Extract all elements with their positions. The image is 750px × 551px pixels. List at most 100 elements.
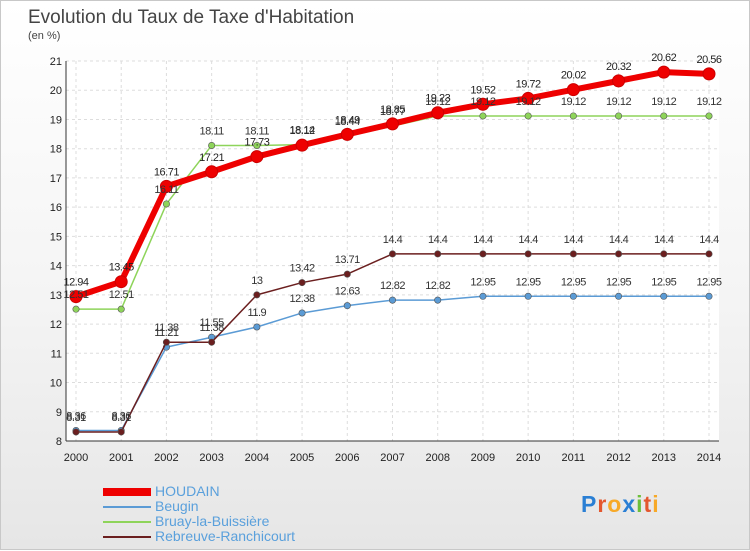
data-point — [343, 270, 351, 278]
data-label: 20.62 — [651, 52, 676, 64]
legend-swatch — [103, 521, 151, 523]
data-point — [162, 200, 170, 208]
x-tick-label: 2011 — [562, 452, 586, 464]
data-label: 14.4 — [699, 234, 719, 246]
x-tick-label: 2006 — [335, 452, 359, 464]
x-tick-label: 2012 — [606, 452, 630, 464]
data-label: 12.82 — [380, 280, 405, 292]
data-label: 13.45 — [109, 262, 134, 274]
x-tick-label: 2014 — [697, 452, 721, 464]
data-label: 18.11 — [200, 125, 225, 137]
data-point — [476, 97, 490, 111]
y-tick-label: 14 — [50, 261, 62, 273]
data-label: 18.49 — [335, 114, 360, 126]
data-point — [660, 112, 668, 120]
data-point — [566, 83, 580, 97]
x-tick-label: 2005 — [290, 452, 314, 464]
data-label: 11.38 — [200, 322, 225, 334]
y-tick-label: 11 — [51, 348, 62, 360]
data-label: 11.21 — [154, 327, 179, 339]
data-label: 13 — [251, 275, 263, 287]
data-label: 14.4 — [383, 234, 403, 246]
data-label: 14.4 — [518, 234, 538, 246]
data-label: 19.12 — [651, 96, 676, 108]
data-point — [569, 292, 577, 300]
data-label: 12.95 — [470, 276, 495, 288]
legend-label: HOUDAIN — [155, 483, 220, 499]
data-label: 14.4 — [473, 234, 493, 246]
data-point — [253, 291, 261, 299]
data-label: 11.38 — [154, 322, 179, 334]
y-tick-label: 21 — [50, 56, 62, 68]
data-label: 14.4 — [564, 234, 584, 246]
data-label: 19.12 — [470, 96, 495, 108]
data-point — [208, 141, 216, 149]
legend-label: Bruay-la-Buissière — [155, 513, 270, 529]
y-tick-label: 16 — [50, 202, 62, 214]
data-label: 12.95 — [606, 276, 631, 288]
legend-swatch — [103, 536, 151, 538]
data-point — [657, 65, 671, 79]
y-tick-label: 18 — [50, 144, 62, 156]
data-point — [343, 302, 351, 310]
x-tick-label: 2004 — [245, 452, 269, 464]
x-tick-label: 2010 — [516, 452, 540, 464]
data-point — [388, 250, 396, 258]
data-point — [524, 250, 532, 258]
data-label: 19.23 — [425, 93, 450, 105]
data-label: 12.95 — [696, 276, 721, 288]
data-point — [386, 117, 399, 131]
data-point — [434, 250, 442, 258]
data-label: 13.71 — [335, 254, 360, 266]
data-point — [705, 112, 713, 120]
data-label: 19.12 — [516, 96, 541, 108]
data-point — [660, 292, 668, 300]
x-tick-label: 2002 — [154, 452, 178, 464]
data-label: 14.4 — [428, 234, 448, 246]
data-point — [295, 138, 309, 152]
data-label: 16.11 — [154, 184, 179, 196]
data-label: 19.52 — [470, 84, 495, 96]
y-tick-label: 12 — [50, 319, 62, 331]
data-point — [615, 250, 623, 258]
data-point — [117, 305, 125, 313]
data-point — [114, 275, 128, 289]
legend-label: Beugin — [155, 498, 199, 514]
data-point — [612, 74, 626, 88]
data-point — [702, 67, 716, 81]
data-point — [524, 112, 532, 120]
data-label: 19.12 — [606, 96, 631, 108]
data-label: 18.85 — [380, 104, 405, 116]
data-label: 18.12 — [290, 125, 315, 137]
data-label: 8.31 — [112, 412, 132, 424]
data-label: 16.71 — [154, 166, 179, 178]
data-label: 14.4 — [609, 234, 629, 246]
data-label: 17.21 — [199, 152, 224, 164]
legend-swatch — [103, 506, 151, 508]
data-label: 20.02 — [561, 70, 586, 82]
data-point — [340, 127, 354, 141]
data-point — [615, 292, 623, 300]
x-tick-label: 2008 — [425, 452, 449, 464]
x-tick-label: 2009 — [471, 452, 495, 464]
data-label: 12.63 — [335, 286, 360, 298]
data-point — [615, 112, 623, 120]
data-label: 8.31 — [66, 412, 86, 424]
y-tick-label: 8 — [56, 436, 62, 448]
data-point — [479, 250, 487, 258]
data-point — [431, 106, 445, 120]
data-label: 12.51 — [109, 289, 134, 301]
data-label: 18.44 — [335, 116, 360, 128]
data-point — [72, 428, 80, 436]
data-label: 12.82 — [425, 280, 450, 292]
chart-title: Evolution du Taux de Taxe d'Habitation — [28, 7, 355, 28]
x-tick-label: 2000 — [64, 452, 88, 464]
data-label: 14.4 — [654, 234, 674, 246]
data-label: 11.55 — [200, 317, 225, 329]
data-label: 18.77 — [380, 106, 405, 118]
data-point — [205, 165, 219, 179]
x-tick-label: 2007 — [380, 452, 404, 464]
data-label: 19.12 — [425, 96, 450, 108]
data-label: 12.51 — [63, 289, 88, 301]
y-tick-label: 10 — [50, 378, 62, 390]
